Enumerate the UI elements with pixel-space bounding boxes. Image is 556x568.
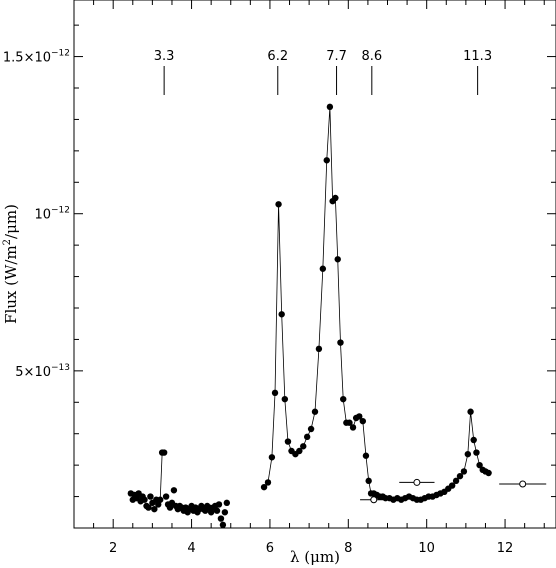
data-point (223, 499, 231, 507)
y-axis-title-sup: 2 (2, 239, 13, 245)
data-point (275, 201, 282, 208)
photometry-point (413, 478, 421, 486)
data-point (448, 482, 456, 489)
y-axis-title-prefix: Flux (W/m (2, 245, 20, 324)
band-marker-label: 3.3 (154, 49, 175, 64)
data-point (217, 515, 225, 522)
data-point (332, 194, 339, 202)
band-marker-label: 8.6 (361, 49, 382, 64)
x-tick-label: 10 (418, 541, 435, 556)
band-marker-label: 6.2 (267, 49, 288, 64)
data-point (476, 461, 483, 469)
data-point (362, 452, 370, 459)
y-tick-mantissa: 1.5×10 (3, 51, 51, 66)
data-point (221, 509, 229, 516)
data-point (278, 311, 285, 318)
data-point (326, 103, 334, 111)
band-markers: 3.3 6.2 7.7 8.6 11.3 (154, 49, 492, 95)
y-axis-title-suffix: /μm) (2, 204, 20, 239)
y-tick-label: 1.5×10−12 (3, 49, 70, 66)
data-point (264, 479, 272, 486)
y-tick-exponent: −13 (51, 363, 70, 373)
data-point (268, 454, 276, 461)
data-point (319, 265, 327, 272)
data-point (464, 450, 472, 458)
data-point (340, 395, 347, 403)
data-point (147, 493, 154, 500)
band-marker-label: 7.7 (326, 49, 347, 64)
data-point (284, 438, 292, 445)
data-point (303, 433, 311, 441)
data-point (145, 504, 152, 511)
data-series (127, 103, 547, 529)
data-point (160, 449, 168, 456)
data-point (460, 468, 468, 475)
data-point (349, 424, 357, 431)
x-axis-ticks: 2 4 6 8 10 12 (73, 0, 545, 556)
data-point (260, 483, 268, 491)
data-point (213, 507, 221, 514)
y-tick-exponent: −12 (51, 206, 70, 216)
x-tick-label: 8 (344, 541, 352, 556)
data-point (456, 472, 464, 480)
data-point (157, 496, 164, 503)
photometry-point (370, 496, 378, 504)
x-axis-title: λ (μm) (290, 548, 340, 566)
x-tick-label: 2 (109, 541, 117, 556)
data-point (365, 477, 372, 485)
data-point (170, 487, 178, 494)
photometry-point (519, 480, 527, 488)
data-point (359, 417, 367, 425)
data-point (334, 256, 341, 263)
data-point (162, 493, 170, 500)
plot-frame (73, 0, 556, 529)
band-marker-label: 11.3 (463, 49, 492, 64)
data-point (346, 419, 353, 426)
data-point (151, 505, 158, 513)
data-point (300, 443, 307, 450)
data-point (452, 477, 460, 485)
data-point (467, 408, 474, 415)
data-point (315, 345, 323, 353)
x-tick-label: 4 (187, 541, 195, 556)
y-tick-label: 10−12 (34, 206, 70, 223)
data-point (219, 521, 227, 529)
y-tick-mantissa: 10 (34, 208, 51, 223)
data-point (141, 496, 148, 503)
data-point (215, 501, 223, 508)
data-point (311, 408, 319, 415)
x-tick-label: 6 (266, 541, 274, 556)
spectrum-line-segment (159, 452, 163, 500)
data-point (473, 449, 480, 456)
data-point (470, 436, 477, 444)
data-point (281, 395, 289, 403)
y-tick-mantissa: 5×10 (15, 365, 51, 380)
x-tick-label: 12 (497, 541, 514, 556)
y-tick-exponent: −12 (51, 49, 70, 59)
data-point (356, 413, 363, 420)
data-point (296, 447, 303, 455)
y-tick-label: 5×10−13 (15, 363, 70, 380)
data-point (307, 425, 315, 433)
data-point (271, 389, 279, 397)
data-point (323, 157, 330, 164)
y-axis-title: Flux (W/m2/μm) (2, 204, 20, 324)
data-point (337, 339, 344, 346)
spectrum-line (263, 106, 489, 501)
data-point (485, 469, 492, 477)
